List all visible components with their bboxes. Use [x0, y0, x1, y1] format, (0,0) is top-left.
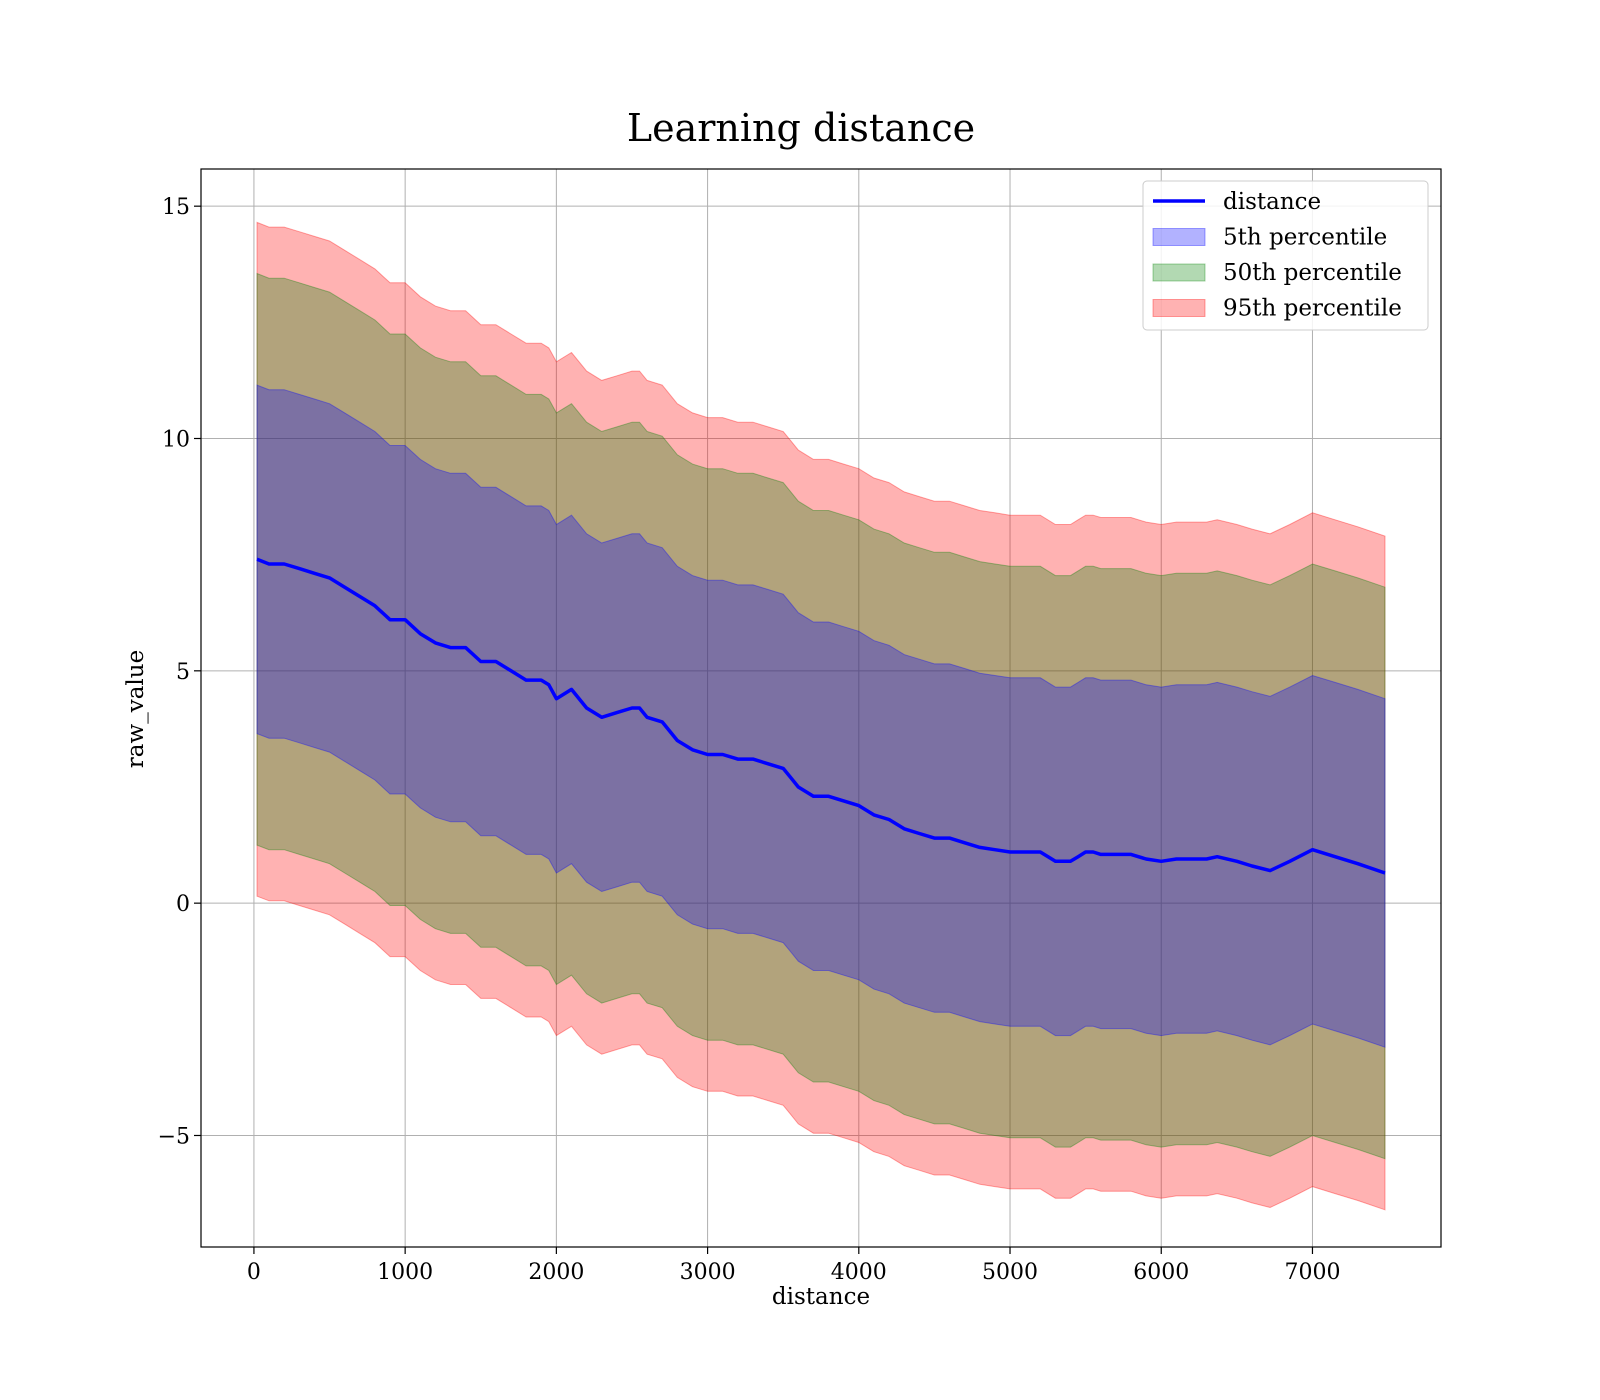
- 95th-percentile-legend-swatch: [1152, 299, 1206, 317]
- 50th-percentile-band: [256, 272, 1386, 1160]
- 95th-percentile-band: [256, 221, 1386, 1211]
- y-tick-label: 5: [176, 660, 190, 685]
- x-tick-label: 3000: [680, 1260, 736, 1285]
- 95th-percentile-legend-label: 95th percentile: [1223, 296, 1402, 322]
- y-tick-label: 0: [176, 892, 190, 917]
- legend: distance 5th percentile 50th percentile 95t…: [1142, 180, 1429, 331]
- 5th-percentile-legend-swatch: [1152, 228, 1206, 246]
- 5th-percentile-band: [256, 384, 1386, 1048]
- y-tick-label: 10: [162, 428, 190, 453]
- x-tick-label: 0: [247, 1260, 261, 1285]
- legend-frame: [1142, 180, 1429, 331]
- distance-legend-label: distance: [1223, 189, 1321, 215]
- 50th-percentile-legend-swatch: [1152, 263, 1206, 282]
- x-tick-label: 6000: [1133, 1260, 1189, 1285]
- 5th-percentile-legend-label: 5th percentile: [1223, 225, 1387, 251]
- x-axis-label: distance: [772, 1284, 870, 1310]
- distance-line-layer: [256, 557, 1386, 875]
- x-tick-label: 2000: [528, 1260, 584, 1285]
- y-tick-label: −5: [158, 1124, 190, 1149]
- x-tick-label: 5000: [982, 1260, 1038, 1285]
- distance-line: [256, 557, 1386, 875]
- 50th-percentile-legend-label: 50th percentile: [1223, 260, 1402, 286]
- y-axis-label: raw_value: [123, 650, 149, 768]
- x-tick-label: 4000: [831, 1260, 887, 1285]
- percentile-bands: [256, 221, 1386, 1211]
- x-tick-label: 7000: [1284, 1260, 1340, 1285]
- chart-title: Learning distance: [627, 106, 975, 150]
- y-tick-label: 15: [162, 195, 190, 220]
- x-tick-label: 1000: [377, 1260, 433, 1285]
- plot-frame: [200, 168, 1442, 1248]
- axis-ticks: 0 1000 2000 3000 4000 5000 6000 7000 −5 0 5 10 15: [158, 195, 1341, 1285]
